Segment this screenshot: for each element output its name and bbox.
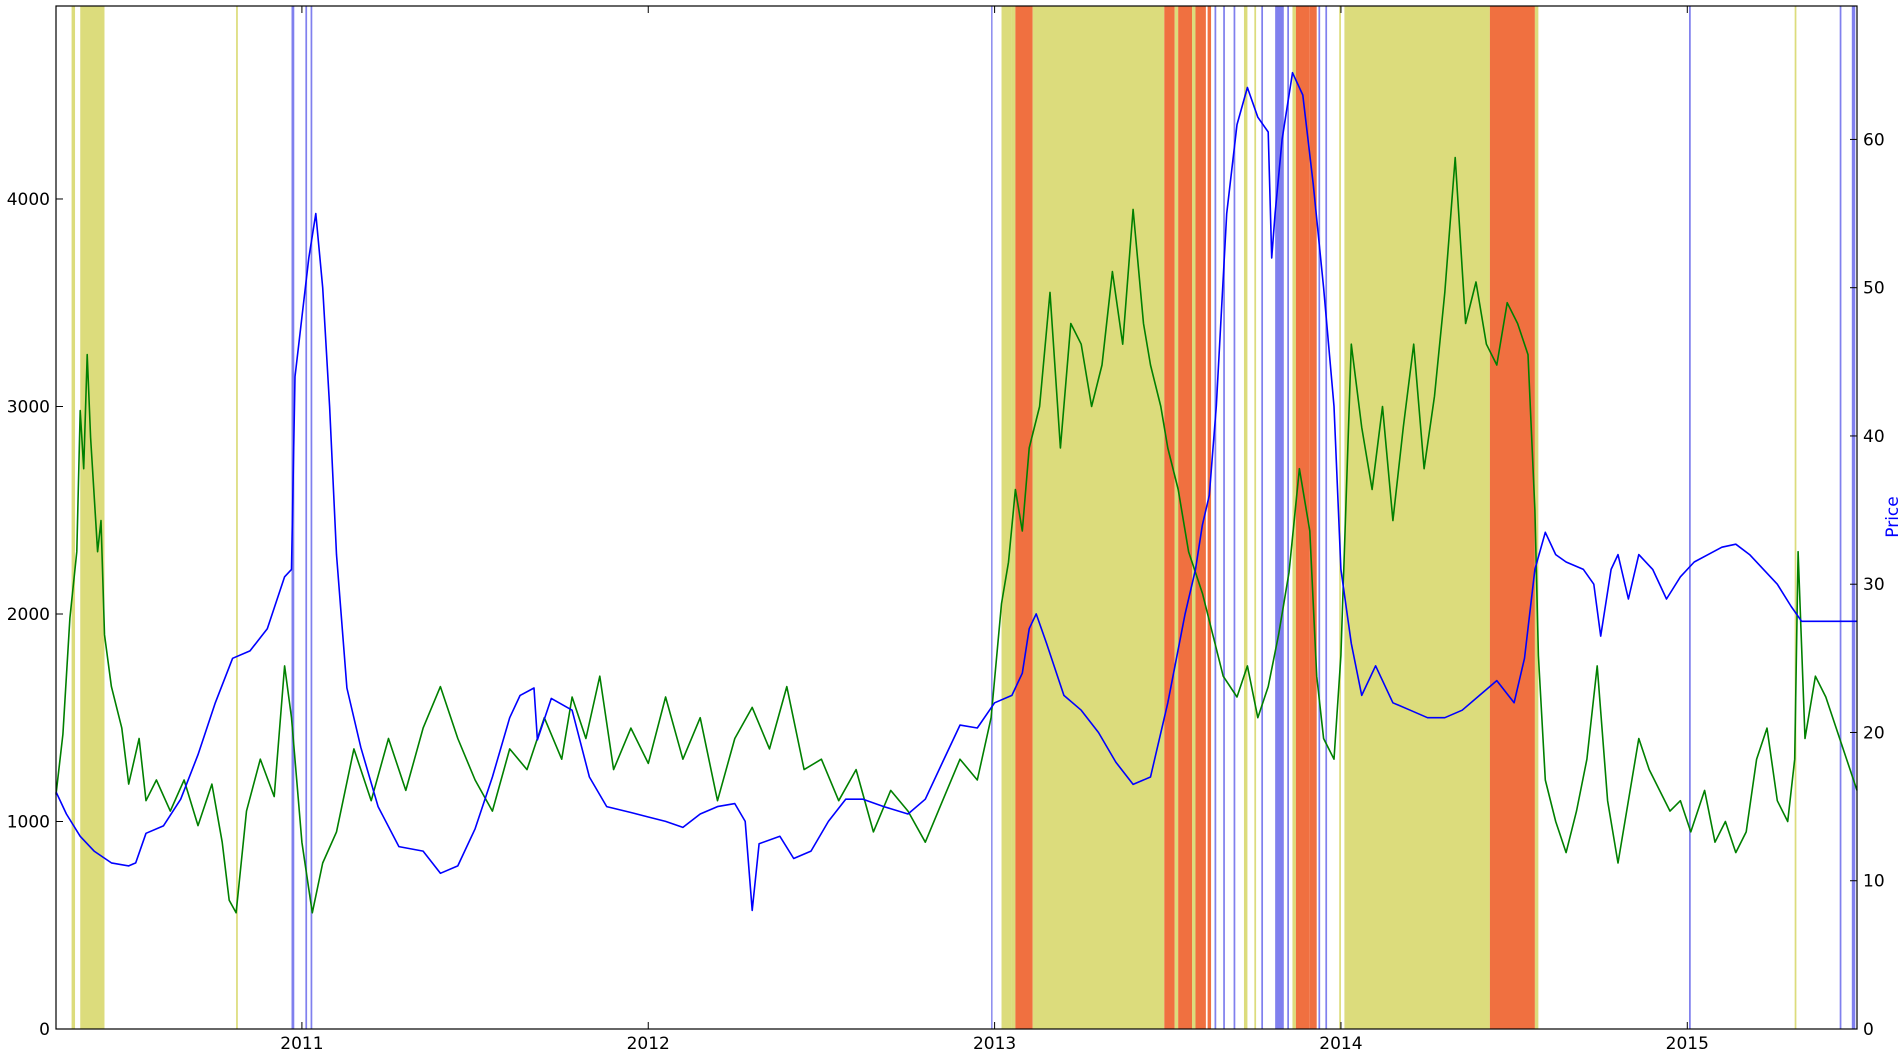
band-blue-37 bbox=[1851, 6, 1856, 1029]
y-right-tick-label: 30 bbox=[1863, 575, 1885, 595]
band-blue-29 bbox=[1325, 6, 1328, 1029]
band-blue-6 bbox=[991, 6, 993, 1029]
band-orange-26 bbox=[1295, 6, 1310, 1029]
band-yellow-1 bbox=[80, 6, 105, 1029]
x-tick-label: 2012 bbox=[627, 1034, 670, 1052]
band-yellow-2 bbox=[236, 6, 238, 1029]
plot-frame bbox=[55, 5, 1858, 1030]
band-orange-16 bbox=[1207, 6, 1212, 1029]
band-yellow-20 bbox=[1243, 6, 1248, 1029]
band-blue-19 bbox=[1233, 6, 1236, 1029]
band-blue-4 bbox=[305, 6, 308, 1029]
band-yellow-21 bbox=[1254, 6, 1257, 1029]
band-orange-13 bbox=[1178, 6, 1193, 1029]
price-line bbox=[55, 71, 1857, 912]
y-right-tick-label: 40 bbox=[1863, 427, 1885, 447]
band-yellow-12 bbox=[1174, 6, 1179, 1029]
band-yellow-0 bbox=[71, 6, 76, 1029]
band-blue-34 bbox=[1689, 6, 1691, 1029]
band-yellow-30 bbox=[1339, 6, 1341, 1029]
y-left-tick-label: 4000 bbox=[7, 190, 50, 210]
y-left-tick-label: 0 bbox=[39, 1020, 50, 1040]
band-orange-15 bbox=[1195, 6, 1206, 1029]
band-yellow-33 bbox=[1534, 6, 1539, 1029]
x-tick-label: 2014 bbox=[1319, 1034, 1362, 1052]
band-blue-22 bbox=[1261, 6, 1264, 1029]
y-right-tick-label: 20 bbox=[1863, 723, 1885, 743]
band-yellow-35 bbox=[1794, 6, 1797, 1029]
y-right-tick-label: 60 bbox=[1863, 130, 1885, 150]
axis-ticks: 2011 2012 2013 2014 2015 0 1000 2000 3000 4000 0 10… bbox=[7, 6, 1885, 1052]
volume-line bbox=[55, 156, 1858, 914]
x-tick-label: 2011 bbox=[280, 1034, 323, 1052]
y-right-tick-label: 0 bbox=[1863, 1020, 1874, 1040]
band-yellow-14 bbox=[1192, 6, 1196, 1029]
band-blue-28 bbox=[1318, 6, 1321, 1029]
series-lines bbox=[55, 71, 1858, 914]
right-axis-label: Price bbox=[1883, 496, 1900, 537]
band-blue-36 bbox=[1839, 6, 1842, 1029]
band-yellow-7 bbox=[1001, 6, 1012, 1029]
band-blue-23 bbox=[1275, 6, 1284, 1029]
y-left-tick-label: 3000 bbox=[7, 397, 50, 417]
x-tick-label: 2013 bbox=[973, 1034, 1016, 1052]
band-yellow-10 bbox=[1032, 6, 1165, 1029]
band-yellow-8 bbox=[1011, 6, 1016, 1029]
band-orange-27 bbox=[1309, 6, 1317, 1029]
y-right-tick-label: 50 bbox=[1863, 279, 1885, 299]
band-blue-17 bbox=[1214, 6, 1217, 1029]
band-yellow-31 bbox=[1344, 6, 1490, 1029]
x-tick-label: 2015 bbox=[1666, 1034, 1709, 1052]
band-blue-24 bbox=[1287, 6, 1289, 1029]
band-blue-5 bbox=[310, 6, 313, 1029]
y-left-tick-label: 1000 bbox=[7, 812, 50, 832]
band-blue-18 bbox=[1223, 6, 1225, 1029]
highlight-bands bbox=[71, 6, 1856, 1029]
band-orange-11 bbox=[1164, 6, 1175, 1029]
y-right-tick-label: 10 bbox=[1863, 872, 1885, 892]
band-orange-32 bbox=[1489, 6, 1535, 1029]
y-left-tick-label: 2000 bbox=[7, 605, 50, 625]
